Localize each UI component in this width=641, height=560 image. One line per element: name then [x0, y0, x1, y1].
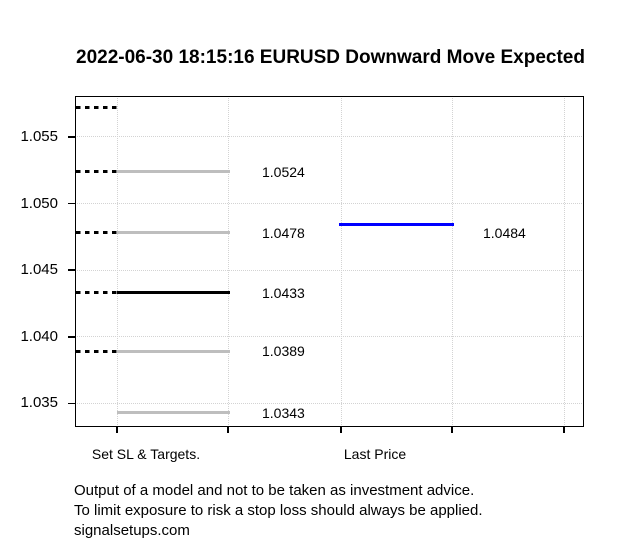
chart-title: 2022-06-30 18:15:16 EURUSD Downward Move… — [76, 47, 585, 68]
level-line — [117, 411, 230, 415]
x-axis-tick — [451, 426, 453, 433]
y-gridline — [77, 336, 582, 338]
y-axis-tick — [68, 402, 76, 405]
level-line — [117, 231, 230, 235]
y-tick-label: 1.040 — [20, 327, 58, 345]
level-price-label: 1.0343 — [262, 404, 305, 421]
level-line — [117, 170, 230, 174]
y-tick-label: 1.035 — [20, 394, 58, 412]
x-axis-tick — [340, 426, 342, 433]
x-gridline — [227, 98, 229, 425]
disclaimer-line-1: Output of a model and not to be taken as… — [74, 482, 475, 499]
y-gridline — [77, 203, 582, 205]
x-axis-tick — [563, 426, 565, 433]
level-entry-dash — [76, 170, 118, 174]
x-gridline — [340, 98, 342, 425]
level-entry-dash — [76, 349, 118, 353]
y-tick-label: 1.045 — [20, 261, 58, 279]
level-line — [117, 349, 230, 353]
y-axis-tick — [68, 202, 76, 205]
level-price-label: 1.0524 — [262, 163, 305, 180]
x-axis-tick — [227, 426, 229, 433]
y-axis-tick — [68, 136, 76, 138]
x-gridline — [116, 98, 118, 425]
last-price-label: 1.0484 — [483, 224, 526, 241]
disclaimer-line-2: To limit exposure to risk a stop loss sh… — [74, 502, 483, 519]
x-axis-label-last-price: Last Price — [343, 446, 407, 462]
level-entry-dash — [76, 106, 118, 110]
y-gridline — [77, 269, 582, 271]
y-gridline — [77, 402, 582, 404]
y-gridline — [77, 136, 582, 138]
x-gridline — [451, 98, 453, 425]
x-axis-tick — [116, 426, 118, 433]
x-gridline — [563, 98, 565, 425]
disclaimer-text: Output of a model and not to be taken as… — [74, 481, 483, 541]
level-line — [117, 291, 230, 295]
y-tick-label: 1.050 — [20, 194, 58, 212]
level-entry-dash — [76, 291, 118, 295]
level-price-label: 1.0389 — [262, 343, 305, 360]
y-axis-tick — [68, 336, 76, 338]
plot-area — [75, 96, 584, 427]
site-name-text: signalsetups.com — [74, 522, 190, 539]
y-tick-label: 1.055 — [20, 127, 58, 145]
level-price-label: 1.0433 — [262, 284, 305, 301]
x-axis-label-set-sl-targets: Set SL & Targets. — [91, 446, 201, 462]
y-axis-tick — [68, 269, 76, 271]
last-price-line — [339, 223, 454, 227]
level-entry-dash — [76, 231, 118, 235]
level-price-label: 1.0478 — [262, 224, 305, 241]
